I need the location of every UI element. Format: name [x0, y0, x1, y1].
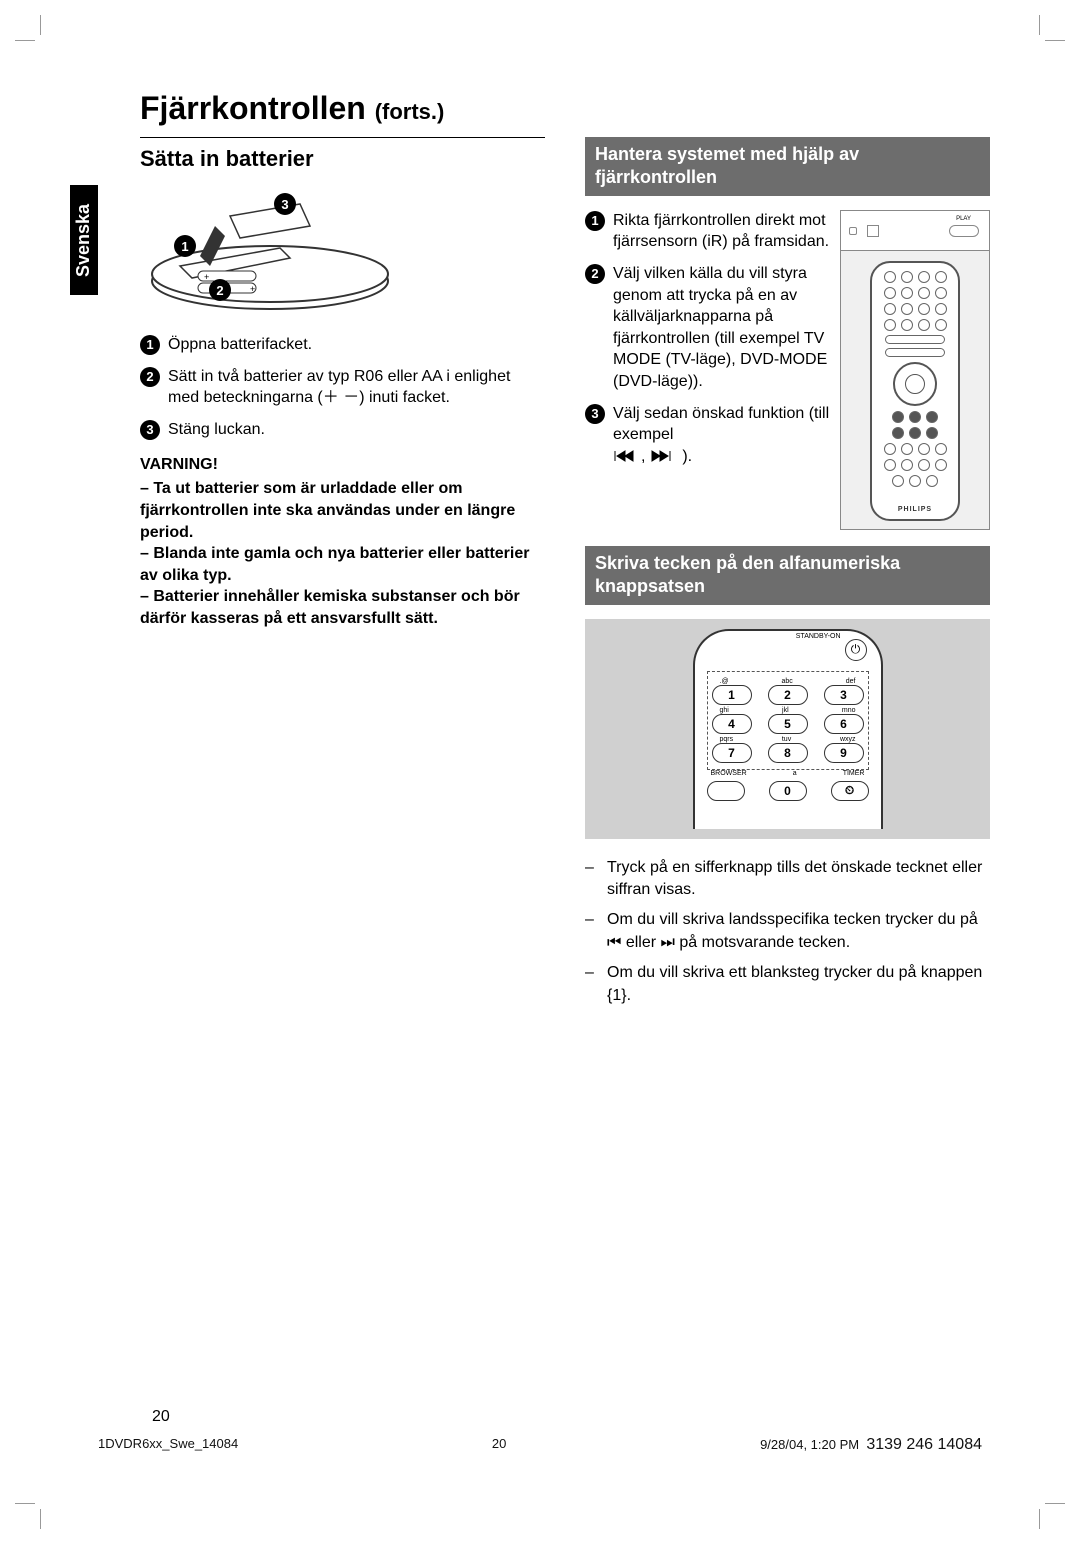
step-text: Stäng luckan. — [168, 419, 265, 441]
page-number: 20 — [152, 1408, 170, 1426]
key-8: 8 — [768, 743, 808, 763]
key-0: 0 — [769, 781, 807, 801]
step-text: Välj sedan önskad funktion (till exempel… — [613, 403, 834, 468]
page-content: Svenska Fjärrkontrollen (forts.) Sätta i… — [90, 90, 990, 1454]
footer: 1DVDR6xx_Swe_14084 20 9/28/04, 1:20 PM 3… — [90, 1436, 990, 1454]
bullet-3: –Om du vill skriva ett blanksteg trycker… — [585, 962, 990, 1007]
step-text: Välj vilken källa du vill styra genom at… — [613, 263, 834, 393]
remote-brand: PHILIPS — [898, 506, 932, 513]
svg-text:+: + — [250, 284, 255, 294]
step-number: 3 — [140, 420, 160, 440]
remote-illustration: PLAY PHILIPS — [840, 210, 990, 530]
warning-heading: VARNING! — [140, 456, 545, 474]
step-number: 2 — [585, 264, 605, 284]
page-title: Fjärrkontrollen (forts.) — [140, 90, 990, 127]
right-step-2: 2 Välj vilken källa du vill styra genom … — [585, 263, 834, 393]
key-7: 7 — [712, 743, 752, 763]
standby-label: STANDBY-ON — [796, 633, 841, 640]
left-heading: Sätta in batterier — [140, 146, 545, 172]
device-panel: PLAY — [841, 211, 989, 251]
language-label: Svenska — [74, 203, 95, 276]
left-step-3: 3 Stäng luckan. — [140, 419, 545, 441]
bullet-1: –Tryck på en sifferknapp tills det önska… — [585, 857, 990, 902]
right-step-3: 3 Välj sedan önskad funktion (till exemp… — [585, 403, 834, 468]
key-9: 9 — [824, 743, 864, 763]
key-3: 3 — [824, 685, 864, 705]
title-main: Fjärrkontrollen — [140, 90, 366, 126]
key-4: 4 — [712, 714, 752, 734]
warning-3: – Batterier innehåller kemiska substanse… — [140, 586, 545, 629]
title-sub: (forts.) — [375, 99, 445, 124]
key-6: 6 — [824, 714, 864, 734]
power-icon: ⏻ — [845, 639, 867, 661]
warning-1: – Ta ut batterier som är urladdade eller… — [140, 478, 545, 543]
footer-left: 1DVDR6xx_Swe_14084 — [98, 1436, 238, 1454]
battery-diagram: + + 1 2 3 — [140, 186, 400, 316]
remote-body: PHILIPS — [870, 261, 960, 521]
step-text: Sätt in två batterier av typ R06 eller A… — [168, 366, 545, 409]
key-timer: ⏲ — [831, 781, 869, 801]
step-text: Öppna batterifacket. — [168, 334, 312, 356]
left-column: Sätta in batterier + + 1 2 3 — [140, 137, 545, 1015]
step-text: Rikta fjärrkontrollen direkt mot fjärrse… — [613, 210, 834, 253]
svg-text:1: 1 — [181, 239, 188, 254]
key-1: 1 — [712, 685, 752, 705]
language-tab: Svenska — [70, 185, 98, 295]
step-number: 3 — [585, 404, 605, 424]
right-step-1: 1 Rikta fjärrkontrollen direkt mot fjärr… — [585, 210, 834, 253]
svg-text:3: 3 — [281, 197, 288, 212]
right-column: Hantera systemet med hjälp av fjärrkontr… — [585, 137, 990, 1015]
key-2: 2 — [768, 685, 808, 705]
step-number: 2 — [140, 367, 160, 387]
key-5: 5 — [768, 714, 808, 734]
keypad-illustration: STANDBY-ON ⏻ .@abcdef 1 2 3 ghijklmno 4 … — [585, 619, 990, 839]
warning-2: – Blanda inte gamla och nya batterier el… — [140, 543, 545, 586]
right-heading-1: Hantera systemet med hjälp av fjärrkontr… — [585, 137, 990, 196]
bullet-2: –Om du vill skriva landsspecifika tecken… — [585, 909, 990, 954]
right-heading-2: Skriva tecken på den alfanumeriska knapp… — [585, 546, 990, 605]
left-step-1: 1 Öppna batterifacket. — [140, 334, 545, 356]
play-label: PLAY — [956, 216, 971, 222]
svg-text:+: + — [204, 272, 209, 282]
key-browser — [707, 781, 745, 801]
left-step-2: 2 Sätt in två batterier av typ R06 eller… — [140, 366, 545, 409]
footer-right: 9/28/04, 1:20 PM 3139 246 14084 — [760, 1436, 982, 1454]
footer-center: 20 — [492, 1436, 506, 1454]
step-number: 1 — [585, 211, 605, 231]
svg-text:2: 2 — [216, 283, 223, 298]
seek-icons: , — [613, 448, 682, 465]
step-number: 1 — [140, 335, 160, 355]
